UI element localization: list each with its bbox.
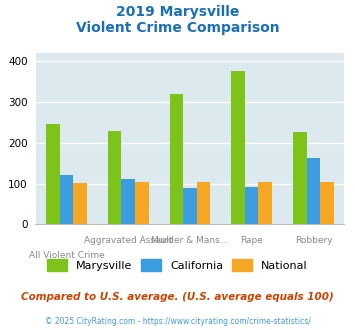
Text: Murder & Mans...: Murder & Mans... [151,236,229,246]
Bar [135,182,148,224]
Bar [73,183,87,224]
Bar [197,182,210,224]
Text: All Violent Crime: All Violent Crime [28,251,104,260]
Bar [258,182,272,224]
Text: Violent Crime Comparison: Violent Crime Comparison [76,21,279,35]
Bar [108,131,121,224]
Bar [60,175,73,224]
Text: Aggravated Assault: Aggravated Assault [84,236,173,246]
Bar [170,94,183,224]
Legend: Marysville, California, National: Marysville, California, National [43,255,312,275]
Bar [245,187,258,224]
Text: 2019 Marysville: 2019 Marysville [116,5,239,19]
Bar [46,124,60,224]
Bar [307,158,320,224]
Text: © 2025 CityRating.com - https://www.cityrating.com/crime-statistics/: © 2025 CityRating.com - https://www.city… [45,317,310,326]
Text: Rape: Rape [240,236,263,246]
Text: Robbery: Robbery [295,236,332,246]
Bar [121,180,135,224]
Bar [320,182,334,224]
Bar [293,132,307,224]
Text: Compared to U.S. average. (U.S. average equals 100): Compared to U.S. average. (U.S. average … [21,292,334,302]
Bar [183,188,197,224]
Bar [231,71,245,224]
